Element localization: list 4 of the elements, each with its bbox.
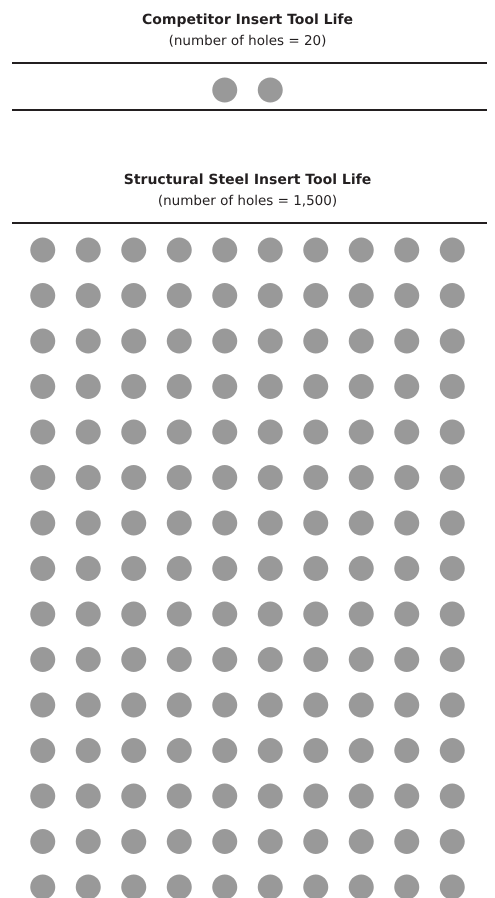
data-label: (number of holes = 20)	[168, 33, 326, 49]
text: Competitor Insert Tool Life	[142, 12, 353, 28]
data-label: (number of holes = 1,500)	[158, 193, 338, 209]
text: Structural Steel Insert Tool Life	[124, 172, 372, 188]
